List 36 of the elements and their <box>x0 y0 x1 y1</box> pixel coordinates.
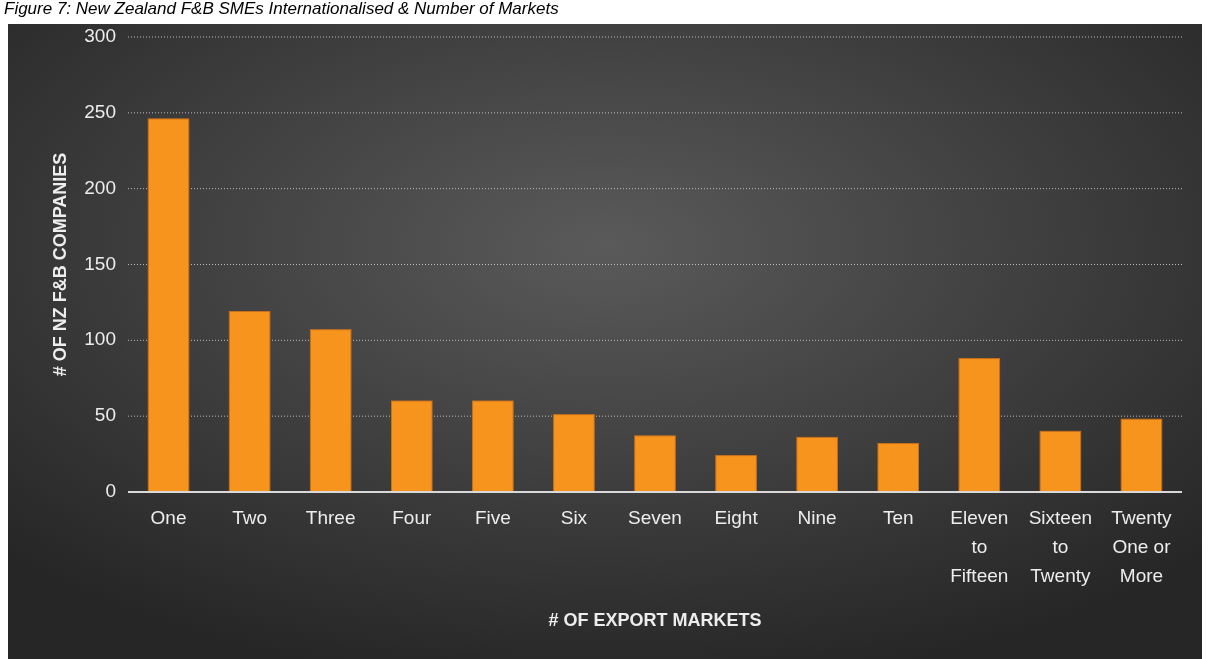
bar <box>1120 418 1163 493</box>
x-tick-label: Three <box>305 507 356 528</box>
bar <box>147 118 190 493</box>
bar <box>472 400 514 493</box>
x-tick-label: Six <box>560 507 588 528</box>
x-tick-label: One <box>150 507 187 528</box>
bar <box>391 400 433 493</box>
x-tick-label: Ten <box>882 507 914 528</box>
bar <box>309 329 352 493</box>
y-tick-label: 150 <box>84 252 116 274</box>
bar <box>634 435 676 493</box>
y-tick-label: 200 <box>84 176 116 198</box>
x-tick-label: Eight <box>714 507 759 528</box>
chart-title: Figure 7: New Zealand F&B SMEs Internationalised & Number of Markets <box>4 0 560 18</box>
x-tick-label: Sixteen to Twenty <box>1028 507 1093 586</box>
bar <box>877 442 919 493</box>
x-tick-label: Twenty One or More <box>1111 507 1173 586</box>
y-tick-label: 300 <box>84 25 116 47</box>
y-axis-title: # OF NZ F&B COMPANIES <box>50 152 70 377</box>
x-tick-label: Four <box>392 507 432 528</box>
x-tick-label: Eleven to Fifteen <box>950 507 1009 586</box>
bar <box>958 358 1001 493</box>
bar <box>1039 430 1082 493</box>
y-tick-label: 100 <box>84 328 116 350</box>
bar <box>553 414 595 493</box>
bar <box>228 311 271 493</box>
y-tick-label: 50 <box>94 404 116 426</box>
x-tick-label: Seven <box>628 507 682 528</box>
bar <box>715 455 757 493</box>
x-axis-title: # OF EXPORT MARKETS <box>548 610 762 630</box>
bar <box>796 436 838 493</box>
y-tick-label: 0 <box>105 480 116 502</box>
x-tick-label: Two <box>232 507 268 528</box>
x-tick-label: Nine <box>797 507 837 528</box>
x-tick-label: Five <box>474 507 511 528</box>
y-tick-label: 250 <box>84 100 116 122</box>
